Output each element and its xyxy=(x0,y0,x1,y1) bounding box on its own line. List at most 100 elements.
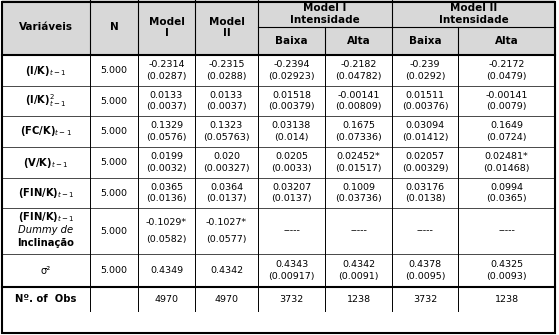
Text: -0.239: -0.239 xyxy=(410,60,440,69)
Text: 0.0133: 0.0133 xyxy=(150,91,183,100)
Text: 0.0133: 0.0133 xyxy=(210,91,243,100)
Text: Model I
Intensidade: Model I Intensidade xyxy=(290,3,360,25)
Text: -0.2315: -0.2315 xyxy=(209,60,245,69)
Text: (0.07336): (0.07336) xyxy=(335,133,382,142)
Text: (0.0093): (0.0093) xyxy=(486,272,527,281)
Text: 0.03207: 0.03207 xyxy=(272,183,311,192)
Text: (0.00379): (0.00379) xyxy=(268,102,315,111)
Text: (FIN/K)$_{t-1}$: (FIN/K)$_{t-1}$ xyxy=(18,210,74,224)
Text: -0.1027*: -0.1027* xyxy=(206,218,247,227)
Text: σ²: σ² xyxy=(41,266,51,275)
Text: 5.000: 5.000 xyxy=(101,226,127,236)
Text: 0.1009: 0.1009 xyxy=(342,183,375,192)
Text: (0.0037): (0.0037) xyxy=(146,102,187,111)
Text: (0.0032): (0.0032) xyxy=(146,164,187,173)
Text: (V/K)$_{t-1}$: (V/K)$_{t-1}$ xyxy=(23,155,69,170)
Text: Model
I: Model I xyxy=(149,17,184,38)
Text: (0.05763): (0.05763) xyxy=(203,133,250,142)
Text: 3732: 3732 xyxy=(280,294,304,304)
Text: (FIN/K)$_{t-1}$: (FIN/K)$_{t-1}$ xyxy=(18,186,74,200)
Text: (0.04782): (0.04782) xyxy=(335,72,382,81)
Text: (0.0287): (0.0287) xyxy=(146,72,187,81)
Text: (0.00329): (0.00329) xyxy=(402,164,448,173)
Text: -0.00141: -0.00141 xyxy=(485,91,528,100)
Text: -0.2314: -0.2314 xyxy=(148,60,185,69)
Text: (0.01468): (0.01468) xyxy=(483,164,530,173)
Text: 0.4342: 0.4342 xyxy=(342,260,375,269)
Text: (0.0479): (0.0479) xyxy=(486,72,527,81)
Text: 0.02481*: 0.02481* xyxy=(485,152,528,161)
Text: 0.1675: 0.1675 xyxy=(342,121,375,130)
Text: 0.4342: 0.4342 xyxy=(210,266,243,275)
Text: -----: ----- xyxy=(416,226,433,236)
Text: 0.1649: 0.1649 xyxy=(490,121,523,130)
Text: (0.03736): (0.03736) xyxy=(335,194,382,203)
Text: 0.02452*: 0.02452* xyxy=(337,152,380,161)
Text: 0.4325: 0.4325 xyxy=(490,260,523,269)
Text: 0.03176: 0.03176 xyxy=(405,183,444,192)
Text: 0.1323: 0.1323 xyxy=(210,121,243,130)
Text: -0.1029*: -0.1029* xyxy=(146,218,187,227)
Text: Baixa: Baixa xyxy=(275,36,308,46)
Text: 0.03138: 0.03138 xyxy=(272,121,311,130)
Text: -----: ----- xyxy=(498,226,515,236)
Text: Variáveis: Variáveis xyxy=(19,22,73,32)
Text: 0.01511: 0.01511 xyxy=(405,91,444,100)
Text: 5.000: 5.000 xyxy=(101,189,127,198)
Text: (0.0079): (0.0079) xyxy=(486,102,527,111)
Text: 1238: 1238 xyxy=(347,294,371,304)
Text: (0.0288): (0.0288) xyxy=(206,72,247,81)
Text: 0.020: 0.020 xyxy=(213,152,240,161)
Text: (0.0033): (0.0033) xyxy=(271,164,312,173)
Text: Alta: Alta xyxy=(347,36,371,46)
Text: -0.00141: -0.00141 xyxy=(337,91,380,100)
Text: -0.2182: -0.2182 xyxy=(340,60,377,69)
Text: (0.0137): (0.0137) xyxy=(271,194,312,203)
Text: 4970: 4970 xyxy=(154,294,178,304)
Text: (0.0582): (0.0582) xyxy=(146,235,187,244)
Text: (0.0365): (0.0365) xyxy=(486,194,527,203)
Text: (0.00376): (0.00376) xyxy=(402,102,448,111)
Text: 1238: 1238 xyxy=(495,294,519,304)
Text: Alta: Alta xyxy=(495,36,518,46)
Text: -----: ----- xyxy=(283,226,300,236)
Text: 5.000: 5.000 xyxy=(101,96,127,106)
Text: 4970: 4970 xyxy=(215,294,239,304)
Text: N: N xyxy=(110,22,119,32)
Text: 0.01518: 0.01518 xyxy=(272,91,311,100)
Text: (0.0724): (0.0724) xyxy=(486,133,527,142)
Text: (I/K)$^2_{t-1}$: (I/K)$^2_{t-1}$ xyxy=(25,92,67,110)
Text: Nº. of  Obs: Nº. of Obs xyxy=(15,294,77,304)
Text: 0.4343: 0.4343 xyxy=(275,260,308,269)
Text: 0.03094: 0.03094 xyxy=(405,121,444,130)
Text: 5.000: 5.000 xyxy=(101,66,127,75)
Text: 0.4378: 0.4378 xyxy=(409,260,442,269)
Text: 0.0199: 0.0199 xyxy=(150,152,183,161)
Text: 5.000: 5.000 xyxy=(101,266,127,275)
Text: 5.000: 5.000 xyxy=(101,158,127,167)
Text: 0.02057: 0.02057 xyxy=(405,152,444,161)
Text: 0.4349: 0.4349 xyxy=(150,266,183,275)
Text: (0.0136): (0.0136) xyxy=(146,194,187,203)
Text: (0.0091): (0.0091) xyxy=(338,272,379,281)
Text: (0.0138): (0.0138) xyxy=(405,194,446,203)
Text: (0.0292): (0.0292) xyxy=(405,72,446,81)
Text: -0.2172: -0.2172 xyxy=(489,60,525,69)
Text: 3732: 3732 xyxy=(413,294,437,304)
Text: 0.0365: 0.0365 xyxy=(150,183,183,192)
Text: (I/K)$_{t-1}$: (I/K)$_{t-1}$ xyxy=(25,64,67,77)
Text: (0.02923): (0.02923) xyxy=(268,72,315,81)
Text: 0.0994: 0.0994 xyxy=(490,183,523,192)
Text: (0.00917): (0.00917) xyxy=(268,272,315,281)
Text: (0.0137): (0.0137) xyxy=(206,194,247,203)
Text: (0.014): (0.014) xyxy=(274,133,309,142)
Text: Baixa: Baixa xyxy=(409,36,441,46)
Text: 5.000: 5.000 xyxy=(101,127,127,136)
Text: (0.01517): (0.01517) xyxy=(335,164,382,173)
Text: (0.0577): (0.0577) xyxy=(206,235,247,244)
Text: (0.0037): (0.0037) xyxy=(206,102,247,111)
Text: (0.0576): (0.0576) xyxy=(146,133,187,142)
Text: Model II
Intensidade: Model II Intensidade xyxy=(439,3,508,25)
Text: (0.0095): (0.0095) xyxy=(405,272,446,281)
Text: (0.00327): (0.00327) xyxy=(203,164,250,173)
